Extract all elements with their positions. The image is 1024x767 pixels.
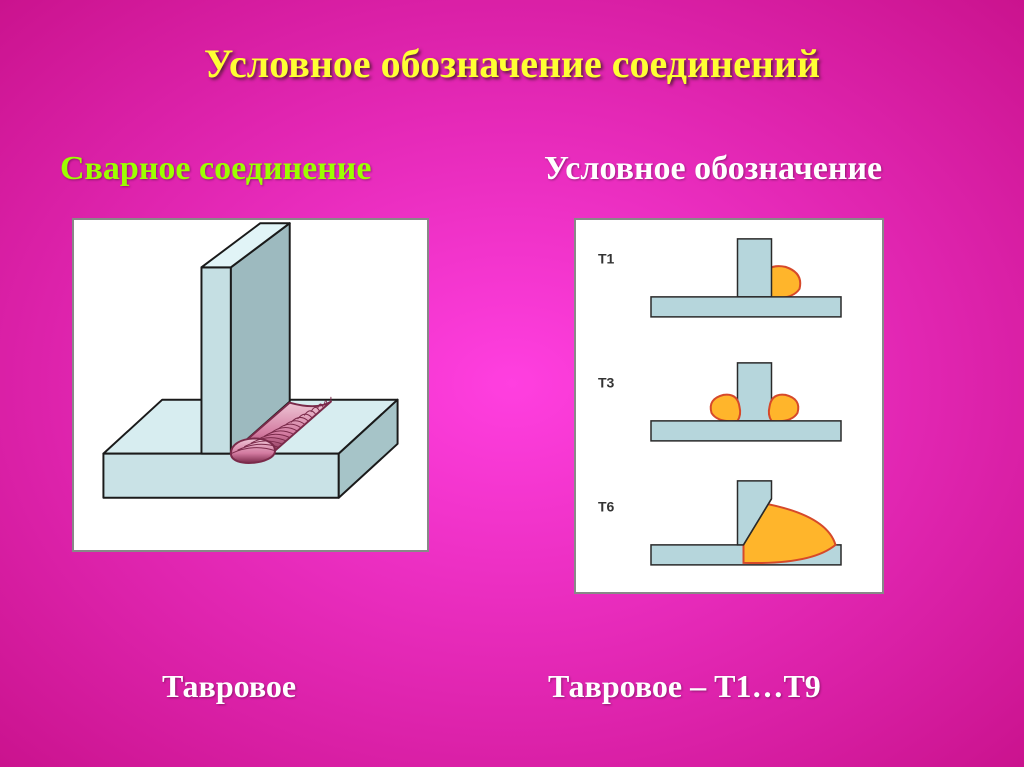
right-heading: Условное обозначение [544, 150, 882, 188]
left-panel [72, 218, 429, 552]
left-heading: Сварное соединение [60, 150, 371, 188]
svg-text:Т6: Т6 [598, 498, 615, 514]
left-caption: Тавровое [162, 668, 296, 705]
tee-joint-sections-diagram: Т1 Т3 Т6 [576, 220, 882, 592]
title-text: Условное обозначение соединений [204, 41, 820, 86]
right-caption: Тавровое – Т1…Т9 [548, 668, 821, 705]
svg-text:Т3: Т3 [598, 374, 615, 390]
svg-text:Т1: Т1 [598, 250, 615, 266]
left-heading-text: Сварное соединение [60, 150, 371, 187]
tee-joint-3d-diagram [74, 220, 427, 550]
right-caption-text: Тавровое – Т1…Т9 [548, 668, 821, 704]
page-title: Условное обозначение соединений [0, 40, 1024, 87]
right-panel: Т1 Т3 Т6 [574, 218, 884, 594]
left-caption-text: Тавровое [162, 668, 296, 704]
slide: Условное обозначение соединений Сварное … [0, 0, 1024, 767]
right-heading-text: Условное обозначение [544, 150, 882, 187]
